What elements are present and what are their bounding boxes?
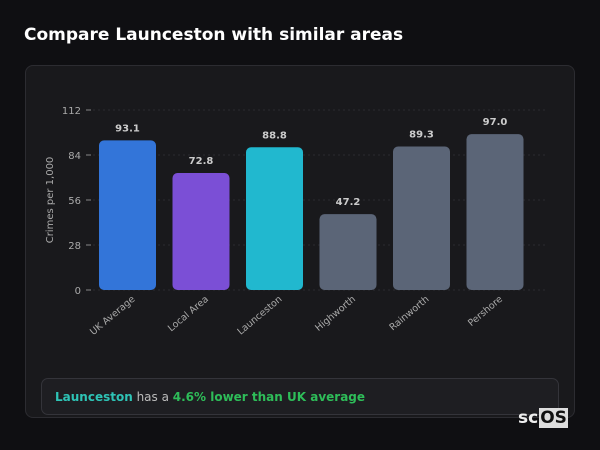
x-tick-label: Rainworth — [388, 294, 432, 333]
y-tick-label: 112 — [62, 106, 81, 117]
x-tick-label: Local Area — [166, 294, 211, 334]
value-label: 97.0 — [483, 117, 508, 128]
summary-box: Launceston has a 4.6% lower than UK aver… — [41, 378, 559, 415]
value-label: 47.2 — [336, 197, 361, 208]
summary-comparison: 4.6% lower than UK average — [172, 390, 366, 404]
scos-logo: sc OS — [518, 408, 568, 428]
value-label: 72.8 — [189, 156, 214, 167]
x-tick-label: Pershore — [466, 294, 505, 329]
summary-text: has a — [132, 390, 173, 404]
value-label: 88.8 — [262, 130, 287, 141]
bar-uk-average[interactable] — [99, 140, 156, 290]
bar-pershore[interactable] — [466, 134, 524, 290]
summary-area: Launceston — [55, 390, 133, 404]
bar-rainworth[interactable] — [393, 146, 450, 290]
x-tick-label: UK Average — [88, 294, 137, 338]
page-title: Compare Launceston with similar areas — [24, 25, 404, 45]
y-tick-label: 0 — [75, 286, 81, 297]
bar-launceston[interactable] — [246, 147, 303, 290]
y-axis-label: Crimes per 1,000 — [45, 157, 56, 244]
y-tick-label: 84 — [68, 151, 81, 162]
bar-highworth[interactable] — [319, 214, 377, 290]
y-tick-label: 28 — [68, 241, 81, 252]
x-tick-label: Highworth — [313, 294, 358, 334]
bar-local-area[interactable] — [172, 173, 230, 290]
x-tick-label: Launceston — [235, 294, 284, 338]
value-label: 89.3 — [409, 129, 434, 140]
y-tick-label: 56 — [68, 196, 81, 207]
value-label: 93.1 — [115, 123, 140, 134]
